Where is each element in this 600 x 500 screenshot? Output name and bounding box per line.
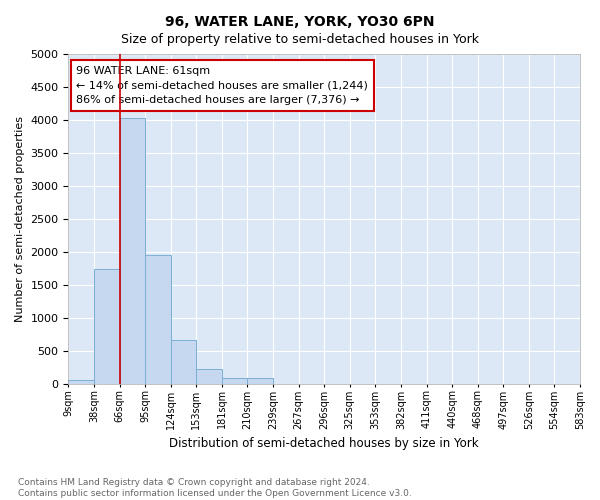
Text: Contains HM Land Registry data © Crown copyright and database right 2024.
Contai: Contains HM Land Registry data © Crown c… [18, 478, 412, 498]
Y-axis label: Number of semi-detached properties: Number of semi-detached properties [15, 116, 25, 322]
Text: 96, WATER LANE, YORK, YO30 6PN: 96, WATER LANE, YORK, YO30 6PN [165, 15, 435, 29]
Bar [94, 269, 119, 384]
Bar [222, 378, 247, 384]
X-axis label: Distribution of semi-detached houses by size in York: Distribution of semi-detached houses by … [169, 437, 479, 450]
Bar [119, 118, 145, 384]
Text: 96 WATER LANE: 61sqm
← 14% of semi-detached houses are smaller (1,244)
86% of se: 96 WATER LANE: 61sqm ← 14% of semi-detac… [76, 66, 368, 106]
Bar [68, 380, 94, 384]
Bar [145, 255, 171, 384]
Bar [247, 378, 273, 384]
Bar [196, 368, 222, 384]
Text: Size of property relative to semi-detached houses in York: Size of property relative to semi-detach… [121, 32, 479, 46]
Bar [171, 340, 196, 384]
